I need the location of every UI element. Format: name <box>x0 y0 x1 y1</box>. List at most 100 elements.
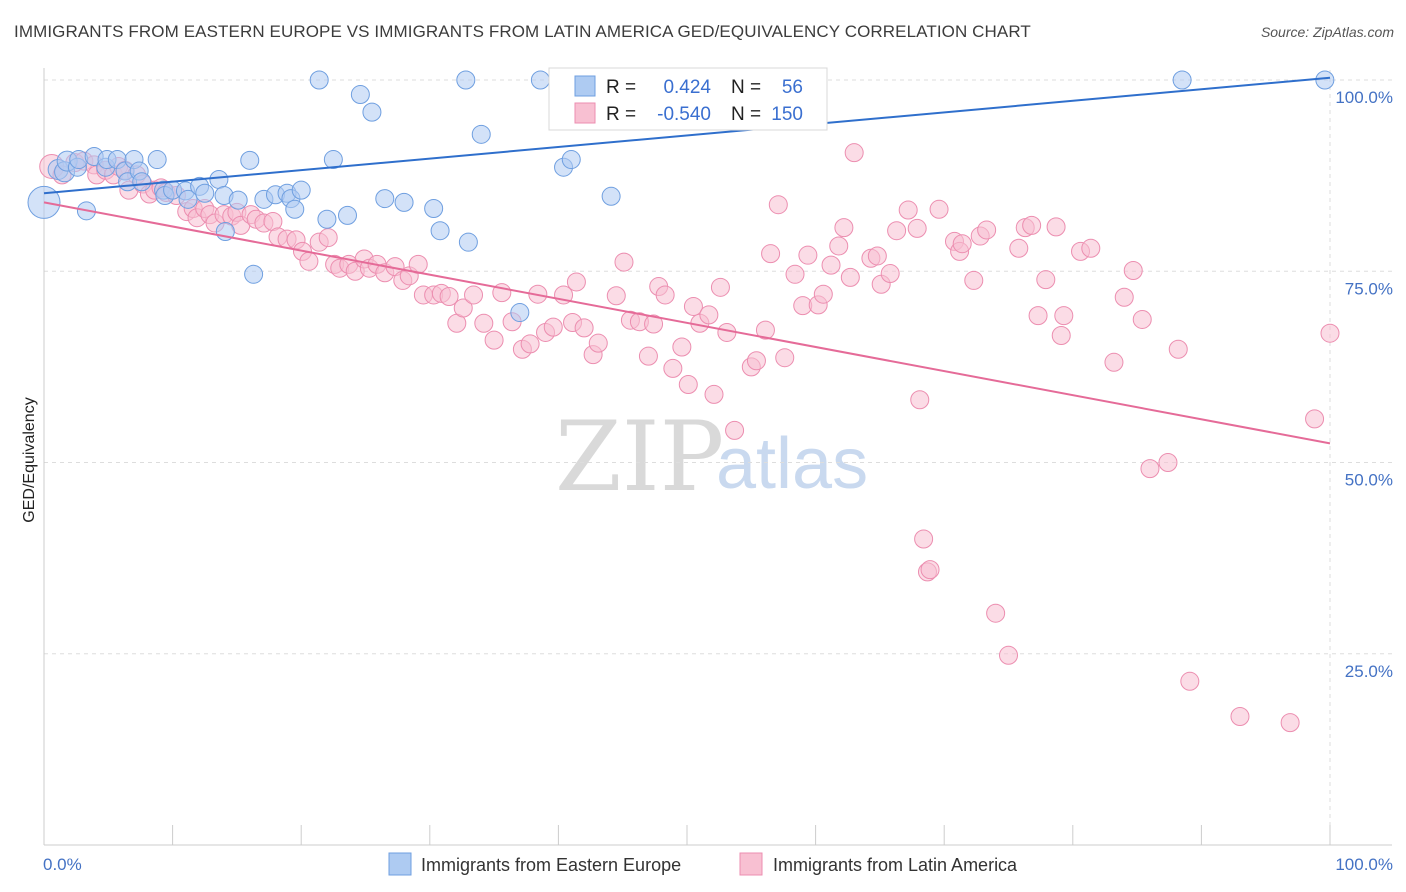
watermark-zip: ZIP <box>555 401 724 513</box>
latin-america-point-99 <box>798 245 818 265</box>
stats-legend: R = 0.424 N = 56 R = -0.540 N = 150 <box>548 67 828 131</box>
eastern-europe-point-38 <box>323 150 343 170</box>
y-tick-labels: 100.0% 75.0% 50.0% 25.0% <box>1335 88 1393 681</box>
eastern-europe-point-5 <box>69 150 89 170</box>
latin-america-point-56 <box>453 298 473 318</box>
latin-america-point-81 <box>663 358 683 378</box>
latin-america-point-115 <box>914 529 934 549</box>
latin-america-point-114 <box>910 390 930 410</box>
eastern-europe-point-55 <box>601 186 621 206</box>
latin-america-point-88 <box>710 277 730 297</box>
latin-america-point-111 <box>887 221 907 241</box>
x-tick-label-0: 0.0% <box>43 855 82 874</box>
latin-america-point-74 <box>614 252 634 272</box>
latin-america-point-58 <box>474 313 494 333</box>
latin-america-point-134 <box>1054 306 1074 326</box>
eastern-europe-point-47 <box>458 232 478 252</box>
latin-america-point-108 <box>867 246 887 266</box>
eastern-europe-point-57 <box>1315 70 1335 90</box>
latin-america-point-127 <box>1009 238 1029 258</box>
latin-america-point-101 <box>813 284 833 304</box>
eastern-europe-point-44 <box>424 199 444 219</box>
series-legend-swatch-eastern-europe <box>388 852 412 876</box>
series-legend-label-latin-america: Immigrants from Latin America <box>773 855 1018 875</box>
eastern-europe-point-48 <box>471 124 491 144</box>
series-eastern-europe-points <box>27 70 1335 323</box>
latin-america-point-130 <box>1028 306 1048 326</box>
eastern-europe-point-34 <box>285 199 305 219</box>
eastern-europe-point-16 <box>147 150 167 170</box>
source-credit: Source: ZipAtlas.com <box>1260 24 1394 40</box>
eastern-europe-point-40 <box>350 85 370 105</box>
latin-america-point-137 <box>1104 352 1124 372</box>
eastern-europe-point-45 <box>430 221 450 241</box>
legend-n-value-2: 150 <box>771 104 803 125</box>
eastern-europe-point-28 <box>240 150 260 170</box>
legend-swatch-eastern-europe <box>574 75 596 97</box>
latin-america-point-146 <box>1280 713 1300 733</box>
latin-america-point-145 <box>1230 706 1250 726</box>
latin-america-point-80 <box>655 285 675 305</box>
latin-america-point-105 <box>840 267 860 287</box>
y-axis-label: GED/Equivalency <box>21 397 38 522</box>
latin-america-point-141 <box>1140 459 1160 479</box>
chart-title: IMMIGRANTS FROM EASTERN EUROPE VS IMMIGR… <box>14 22 1031 41</box>
eastern-europe-point-49 <box>510 303 530 323</box>
latin-america-point-129 <box>1022 215 1042 235</box>
y-tick-label-2: 50.0% <box>1345 471 1393 490</box>
eastern-europe-point-24 <box>209 169 229 189</box>
latin-america-point-103 <box>829 236 849 256</box>
latin-america-point-102 <box>821 255 841 275</box>
series-latin-america-points <box>39 143 1340 733</box>
latin-america-point-132 <box>1046 217 1066 237</box>
latin-america-point-147 <box>1305 409 1325 429</box>
latin-america-point-73 <box>606 286 626 306</box>
eastern-europe-point-37 <box>317 209 337 229</box>
latin-america-point-113 <box>907 218 927 238</box>
latin-america-point-117 <box>920 560 940 580</box>
watermark-atlas: atlas <box>716 424 868 504</box>
latin-america-point-143 <box>1168 339 1188 359</box>
latin-america-point-136 <box>1081 238 1101 258</box>
latin-america-point-92 <box>746 351 766 371</box>
eastern-europe-point-23 <box>195 183 215 203</box>
latin-america-point-83 <box>678 374 698 394</box>
latin-america-point-59 <box>484 330 504 350</box>
latin-america-point-112 <box>898 200 918 220</box>
legend-r-value-1: 0.424 <box>663 77 711 98</box>
legend-swatch-latin-america <box>574 102 596 124</box>
legend-r-value-2: -0.540 <box>657 104 711 125</box>
y-tick-label-3: 25.0% <box>1345 662 1393 681</box>
eastern-europe-point-52 <box>561 150 581 170</box>
eastern-europe-point-56 <box>1172 70 1192 90</box>
latin-america-point-87 <box>704 384 724 404</box>
x-tick-labels: 0.0% 100.0% <box>43 855 1393 874</box>
latin-america-point-131 <box>1036 270 1056 290</box>
series-legend-label-eastern-europe: Immigrants from Eastern Europe <box>421 855 681 875</box>
latin-america-point-93 <box>755 320 775 340</box>
latin-america-point-144 <box>1180 671 1200 691</box>
latin-america-point-57 <box>464 285 484 305</box>
latin-america-point-77 <box>638 346 658 366</box>
y-tick-label-0: 100.0% <box>1335 88 1393 107</box>
series-legend-swatch-latin-america <box>739 852 763 876</box>
latin-america-point-96 <box>775 348 795 368</box>
latin-america-point-86 <box>699 305 719 325</box>
eastern-europe-point-36 <box>309 70 329 90</box>
latin-america-point-63 <box>520 334 540 354</box>
latin-america-point-66 <box>543 317 563 337</box>
latin-america-point-104 <box>834 218 854 238</box>
eastern-europe-point-27 <box>228 190 248 210</box>
latin-america-point-133 <box>1051 326 1071 346</box>
latin-america-point-95 <box>768 195 788 215</box>
latin-america-point-78 <box>644 314 664 334</box>
latin-america-point-140 <box>1132 309 1152 329</box>
latin-america-point-90 <box>725 420 745 440</box>
latin-america-point-124 <box>977 220 997 240</box>
latin-america-point-84 <box>683 296 703 316</box>
eastern-europe-point-43 <box>394 192 414 212</box>
latin-america-point-72 <box>588 333 608 353</box>
series-legend: Immigrants from Eastern Europe Immigrant… <box>388 852 1018 876</box>
latin-america-point-148 <box>1320 323 1340 343</box>
